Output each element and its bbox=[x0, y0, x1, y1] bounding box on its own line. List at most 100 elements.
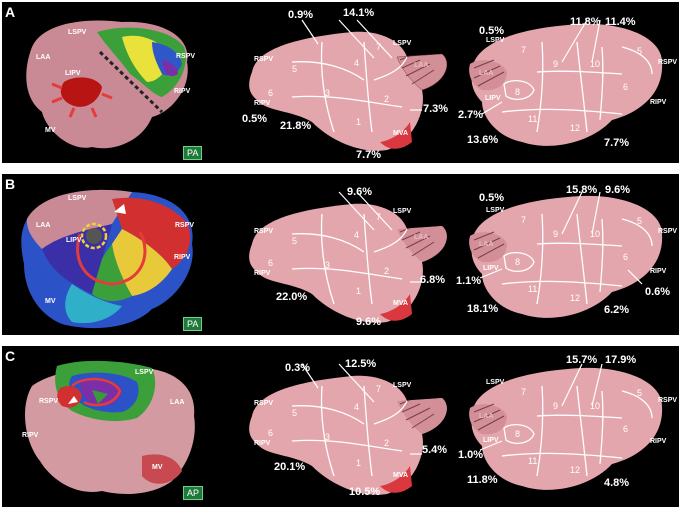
rseg-10: 10 bbox=[590, 401, 601, 411]
label-ripv: RIPV bbox=[22, 432, 39, 439]
label-mv: MV bbox=[45, 298, 56, 305]
panel-c-graphics bbox=[25, 360, 663, 495]
seg-5: 5 bbox=[292, 236, 298, 246]
right-ripv: RIPV bbox=[650, 268, 667, 275]
label-mv: MV bbox=[45, 127, 56, 134]
seg-5: 5 bbox=[292, 64, 298, 74]
right-rspv: RSPV bbox=[658, 228, 678, 235]
right-pct-top: 11.8% bbox=[570, 16, 601, 28]
right-ripv: RIPV bbox=[650, 99, 667, 106]
mid-pct-top: 14.1% bbox=[343, 7, 375, 19]
mid-pct-right: 5.4% bbox=[422, 444, 448, 456]
mid-pct-bottom: 9.6% bbox=[356, 316, 382, 328]
mid-laa: LAA bbox=[414, 234, 429, 241]
right-ripv: RIPV bbox=[650, 438, 667, 445]
seg-2: 2 bbox=[384, 438, 390, 448]
rseg-8: 8 bbox=[515, 257, 521, 267]
panel-letter: A bbox=[5, 4, 16, 20]
seg-2: 2 bbox=[384, 94, 390, 104]
label-rspv: RSPV bbox=[39, 398, 59, 405]
seg-4: 4 bbox=[354, 58, 360, 68]
rseg-11: 11 bbox=[528, 284, 538, 294]
right-pct-right: 0.6% bbox=[645, 286, 671, 298]
right-rspv: RSPV bbox=[658, 397, 678, 404]
label-lipv: LIPV bbox=[65, 70, 81, 77]
mid-pct-bottom: 10.5% bbox=[349, 486, 381, 498]
right-pct-top-right: 9.6% bbox=[605, 184, 631, 196]
mid-laa: LAA bbox=[414, 62, 429, 69]
mid-pct-bottom-left: 21.8% bbox=[280, 120, 312, 132]
right-pct-bottom-right: 4.8% bbox=[604, 477, 630, 489]
mid-atrium-model bbox=[249, 375, 447, 495]
label-lipv: LIPV bbox=[66, 237, 82, 244]
rseg-7: 7 bbox=[521, 215, 527, 225]
mid-pct-top: 12.5% bbox=[345, 358, 377, 370]
right-lspv: LSPV bbox=[486, 207, 505, 214]
rseg-7: 7 bbox=[521, 387, 527, 397]
mid-lspv: LSPV bbox=[393, 40, 412, 47]
panel-a-graphics bbox=[26, 19, 663, 151]
right-pct-left: 1.1% bbox=[456, 275, 482, 287]
rseg-8: 8 bbox=[515, 429, 521, 439]
seg-5: 5 bbox=[292, 408, 298, 418]
mid-lspv: LSPV bbox=[393, 208, 412, 215]
seg-2: 2 bbox=[384, 266, 390, 276]
rseg-12: 12 bbox=[570, 123, 581, 133]
rseg-8: 8 bbox=[515, 87, 521, 97]
mid-lspv: LSPV bbox=[393, 382, 412, 389]
right-pct-top-right: 17.9% bbox=[605, 354, 637, 366]
rseg-12: 12 bbox=[570, 465, 581, 475]
view-badge: PA bbox=[183, 317, 203, 331]
seg-1: 1 bbox=[356, 458, 362, 468]
seg-7: 7 bbox=[376, 384, 382, 394]
right-pct-top-left: 0.5% bbox=[479, 25, 505, 37]
right-pct-top: 15.8% bbox=[566, 184, 598, 196]
label-lspv: LSPV bbox=[135, 369, 154, 376]
label-rspv: RSPV bbox=[176, 53, 196, 60]
label-lspv: LSPV bbox=[68, 29, 87, 36]
right-laa: LAA bbox=[479, 413, 494, 420]
mid-atrium-model bbox=[249, 203, 447, 323]
mid-pct-bottom-left: 20.1% bbox=[274, 461, 306, 473]
rseg-9: 9 bbox=[553, 401, 559, 411]
rseg-9: 9 bbox=[553, 229, 559, 239]
mid-pct-bottom: 7.7% bbox=[356, 149, 382, 161]
view-badge: AP bbox=[183, 486, 204, 500]
seg-1: 1 bbox=[356, 286, 362, 296]
panel-b-graphics bbox=[21, 189, 663, 329]
mid-mva: MVA bbox=[393, 130, 409, 137]
right-pct-bottom-left: 18.1% bbox=[467, 303, 499, 315]
mid-ripv: RIPV bbox=[254, 440, 271, 447]
seg-3: 3 bbox=[325, 260, 331, 270]
right-pct-bottom-right: 6.2% bbox=[604, 304, 630, 316]
rseg-5: 5 bbox=[637, 216, 643, 226]
mid-ripv: RIPV bbox=[254, 100, 271, 107]
right-pct-top: 15.7% bbox=[566, 354, 598, 366]
seg-6: 6 bbox=[268, 88, 274, 98]
seg-6: 6 bbox=[268, 428, 274, 438]
panel-letter: B bbox=[5, 176, 16, 192]
label-laa: LAA bbox=[36, 54, 51, 61]
rseg-10: 10 bbox=[590, 229, 601, 239]
right-atrium-model bbox=[471, 23, 663, 146]
label-lspv: LSPV bbox=[68, 195, 87, 202]
seg-4: 4 bbox=[354, 402, 360, 412]
mid-pct-right: 7.3% bbox=[423, 103, 449, 115]
mid-rspv: RSPV bbox=[254, 56, 274, 63]
rseg-12: 12 bbox=[570, 293, 581, 303]
mid-rspv: RSPV bbox=[254, 228, 274, 235]
right-laa: LAA bbox=[479, 70, 494, 77]
rseg-6: 6 bbox=[623, 424, 629, 434]
seg-4: 4 bbox=[354, 230, 360, 240]
mid-mva: MVA bbox=[393, 472, 409, 479]
rseg-6: 6 bbox=[623, 252, 629, 262]
panel-a: A LSPV LAA LIPV RSPV RIPV MV PA RSPV RIP… bbox=[2, 2, 679, 163]
right-pct-bottom-left: 13.6% bbox=[467, 134, 499, 146]
panel-letter: C bbox=[5, 348, 16, 364]
label-mv: MV bbox=[152, 464, 163, 471]
mid-atrium-model bbox=[249, 31, 447, 151]
label-laa: LAA bbox=[170, 399, 185, 406]
right-pct-bottom-right: 7.7% bbox=[604, 137, 630, 149]
rseg-6: 6 bbox=[623, 82, 629, 92]
right-lipv: LIPV bbox=[485, 95, 501, 102]
